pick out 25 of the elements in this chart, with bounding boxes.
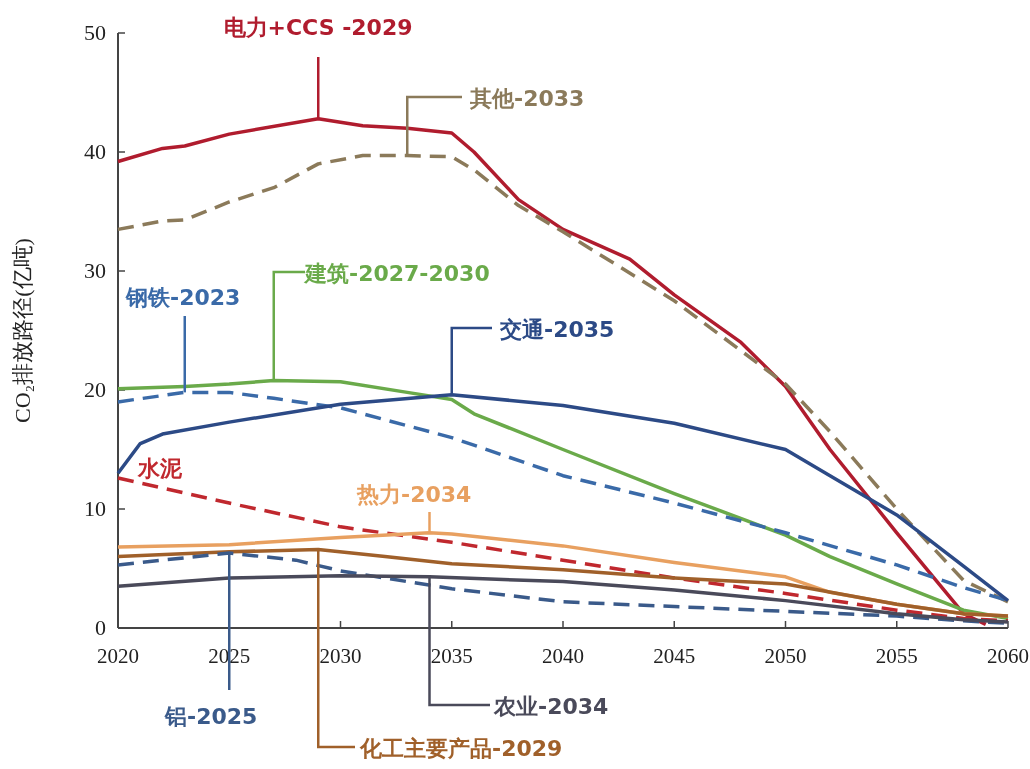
y-tick-label: 30	[84, 258, 106, 283]
annotation: 化工主要产品-2029	[359, 736, 563, 761]
annotation: 交通-2035	[499, 317, 615, 342]
annotation: 建筑-2027-2030	[303, 261, 490, 286]
y-tick-label: 0	[95, 615, 106, 640]
annotation: 其他-2033	[469, 86, 585, 111]
x-tick-label: 2040	[542, 644, 584, 668]
x-tick-label: 2055	[875, 644, 918, 668]
annotation: 水泥	[137, 456, 183, 481]
annotation: 农业-2034	[493, 694, 609, 719]
annotation: 电力+CCS -2029	[223, 15, 413, 40]
x-tick-label: 2045	[653, 644, 696, 668]
annotation: 钢铁-2023	[125, 285, 241, 310]
x-tick-label: 2020	[97, 644, 139, 668]
y-tick-label: 20	[84, 377, 106, 402]
x-tick-label: 2035	[430, 644, 473, 668]
y-tick-label: 40	[84, 139, 106, 164]
y-tick-label: 10	[84, 496, 106, 521]
y-axis-title: CO₂排放路径(亿吨)	[10, 238, 35, 423]
x-tick-label: 2050	[764, 644, 807, 668]
x-tick-label: 2030	[319, 644, 362, 668]
annotation: 热力-2034	[356, 482, 472, 507]
x-tick-label: 2060	[987, 644, 1029, 668]
y-tick-label: 50	[84, 20, 106, 45]
annotation: 铝-2025	[164, 704, 258, 729]
